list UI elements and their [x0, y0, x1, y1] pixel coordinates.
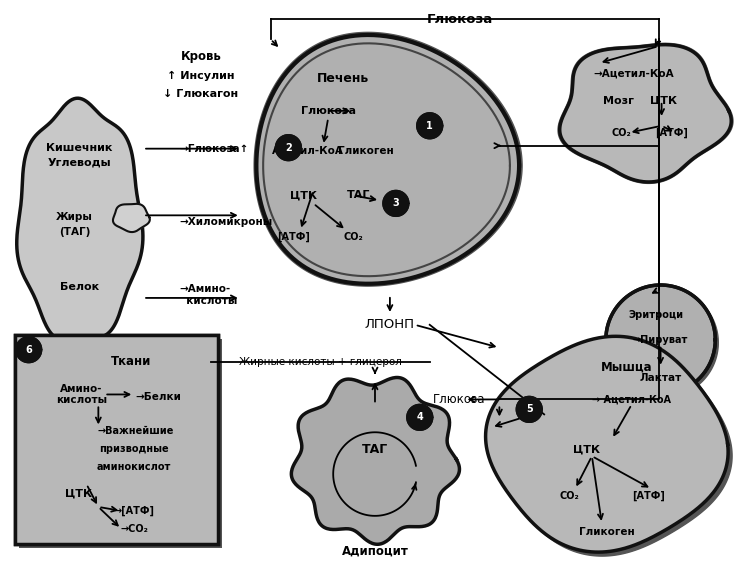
Text: 2: 2: [285, 143, 292, 153]
Text: Кровь: Кровь: [180, 49, 221, 62]
Polygon shape: [276, 135, 301, 161]
Text: 1: 1: [426, 121, 433, 131]
Text: ↓ Глюкагон: ↓ Глюкагон: [163, 89, 238, 99]
Polygon shape: [16, 98, 143, 340]
Polygon shape: [15, 335, 218, 544]
Text: Мышца: Мышца: [601, 360, 653, 373]
Text: 4: 4: [416, 412, 423, 423]
Text: ↑ Инсулин: ↑ Инсулин: [167, 71, 235, 81]
Text: Жиры: Жиры: [56, 212, 93, 222]
Text: ЛПОНП: ЛПОНП: [365, 318, 415, 331]
Text: CO₂: CO₂: [612, 128, 632, 138]
Polygon shape: [383, 190, 409, 216]
Text: ТАГ: ТАГ: [346, 190, 370, 201]
Text: Глюкоза: Глюкоза: [301, 106, 355, 116]
Polygon shape: [256, 35, 519, 284]
Text: призводные: призводные: [99, 444, 169, 454]
Text: →Пируват: →Пируват: [633, 335, 688, 345]
Text: Ткани: Ткани: [111, 355, 151, 368]
Polygon shape: [16, 337, 42, 362]
Text: Печень: Печень: [317, 72, 370, 85]
Polygon shape: [606, 285, 715, 394]
Polygon shape: [113, 204, 150, 232]
Text: → Ацетил-КоА: → Ацетил-КоА: [592, 394, 671, 404]
Text: Глюкоза: Глюкоза: [434, 393, 486, 406]
Polygon shape: [19, 339, 222, 548]
Polygon shape: [486, 336, 728, 552]
Text: Гликоген: Гликоген: [579, 527, 635, 537]
Text: 5: 5: [526, 404, 533, 415]
Text: ТАГ: ТАГ: [362, 442, 388, 456]
Text: CO₂: CO₂: [559, 491, 579, 501]
Polygon shape: [416, 113, 443, 139]
Polygon shape: [489, 340, 732, 556]
Text: ЦТК: ЦТК: [574, 444, 600, 454]
Text: [АТФ]: [АТФ]: [277, 232, 310, 243]
Text: [АТФ]: [АТФ]: [655, 128, 688, 138]
Text: →Хиломикроны: →Хиломикроны: [179, 218, 272, 227]
Text: ЦТК: ЦТК: [650, 96, 677, 106]
Text: →Глюкоза↑: →Глюкоза↑: [179, 144, 248, 154]
Polygon shape: [291, 378, 460, 544]
Text: (ТАГ): (ТАГ): [59, 227, 90, 237]
Text: [АТФ]: [АТФ]: [633, 491, 665, 501]
Polygon shape: [559, 45, 732, 182]
Text: 6: 6: [25, 345, 32, 354]
Polygon shape: [254, 32, 522, 286]
Polygon shape: [606, 285, 715, 394]
Text: ЦТК: ЦТК: [290, 190, 317, 201]
Polygon shape: [558, 43, 733, 183]
Text: Мозг: Мозг: [603, 96, 634, 106]
Text: Адипоцит: Адипоцит: [341, 544, 408, 557]
Text: Жирные кислоты + глицерол: Жирные кислоты + глицерол: [239, 357, 402, 366]
Text: Лактат: Лактат: [639, 373, 682, 382]
Text: →Важнейшие: →Важнейшие: [98, 426, 174, 436]
Text: аминокислот: аминокислот: [97, 462, 171, 472]
Polygon shape: [609, 288, 718, 398]
Polygon shape: [15, 335, 218, 544]
Text: →Ацетил-КоА: →Ацетил-КоА: [594, 68, 674, 78]
Text: →Белки: →Белки: [135, 392, 181, 403]
Text: Белок: Белок: [60, 282, 99, 292]
Text: →Амино-
  кислоты: →Амино- кислоты: [179, 284, 238, 306]
Text: →CO₂: →CO₂: [120, 524, 148, 534]
Text: CO₂: CO₂: [343, 232, 363, 242]
Text: Ацетил-КоА: Ацетил-КоА: [273, 145, 344, 156]
Text: →[АТФ]: →[АТФ]: [114, 506, 155, 516]
Text: Гликоген: Гликоген: [338, 145, 394, 156]
Text: Кишечник: Кишечник: [46, 143, 112, 153]
Text: Эритроци: Эритроци: [628, 310, 683, 320]
Polygon shape: [516, 396, 542, 423]
Text: Глюкоза: Глюкоза: [426, 13, 492, 26]
Text: 3: 3: [393, 198, 399, 208]
Text: Углеводы: Углеводы: [48, 157, 111, 168]
Text: Амино-
кислоты: Амино- кислоты: [56, 383, 107, 405]
Text: ЦТК: ЦТК: [65, 489, 92, 499]
Polygon shape: [407, 404, 433, 431]
